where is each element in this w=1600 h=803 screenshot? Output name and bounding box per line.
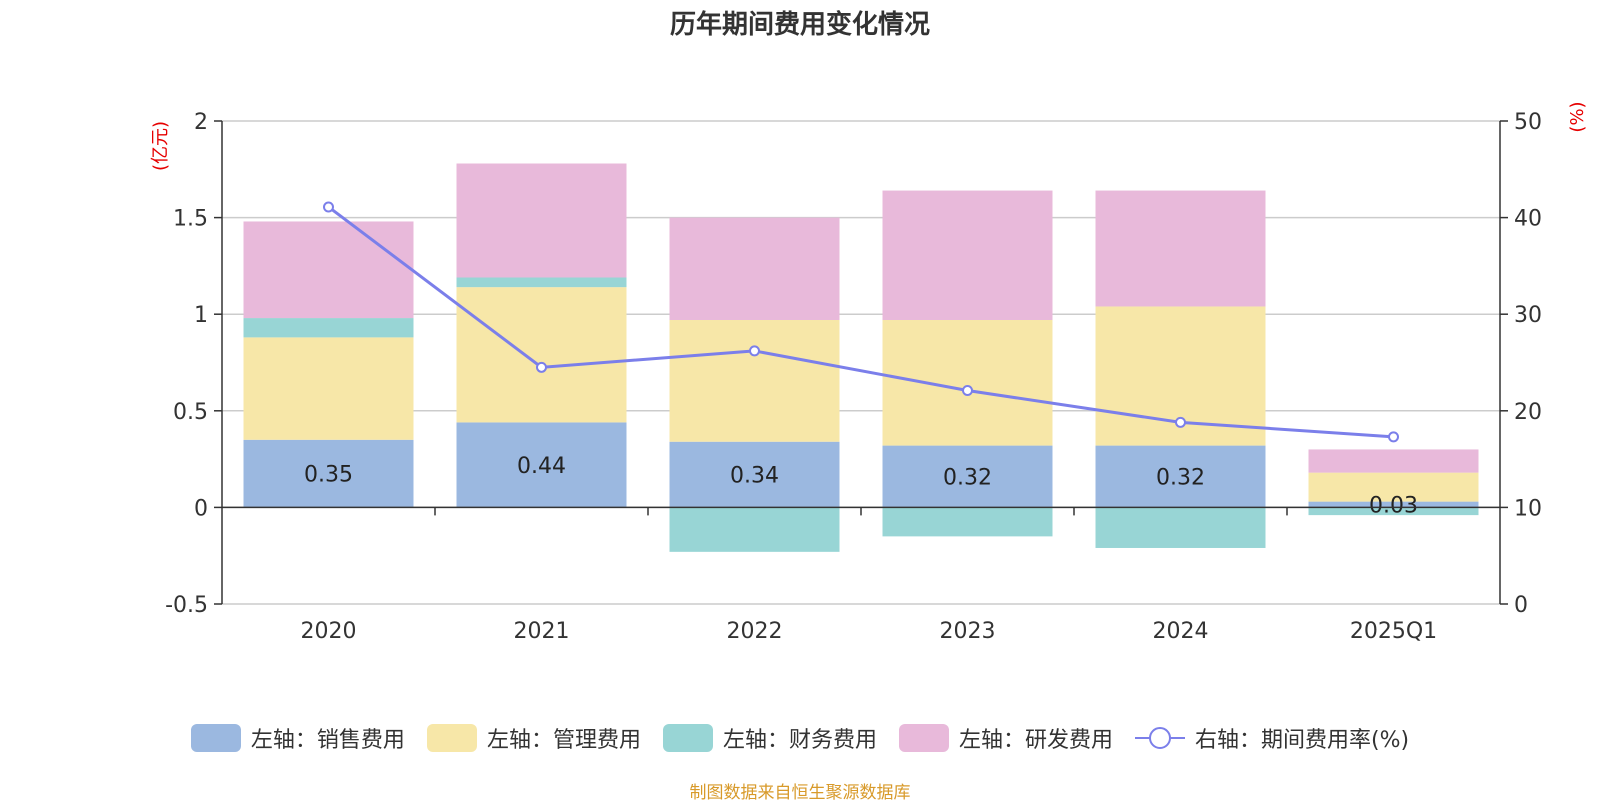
x-axis-tick-label: 2022: [727, 619, 783, 644]
x-axis-tick-label: 2021: [514, 619, 570, 644]
bar-segment: [243, 318, 414, 338]
bar-segment: [456, 163, 627, 278]
bar-segment: [1095, 507, 1266, 548]
bar-segment: [669, 441, 840, 508]
bar-segment: [1308, 449, 1479, 473]
legend-item[interactable]: 右轴：期间费用率(%): [1134, 722, 1410, 754]
legend-item[interactable]: 左轴：研发费用: [898, 722, 1113, 754]
right-axis-tick-label: 20: [1514, 400, 1542, 425]
line-point: [962, 385, 973, 397]
left-axis-tick-label: 0.5: [173, 400, 208, 425]
x-axis-tick-label: 2020: [301, 619, 357, 644]
legend-marker: [1134, 724, 1185, 752]
legend-label: 左轴：管理费用: [486, 728, 641, 753]
bar-segment: [1308, 501, 1479, 508]
bar-segment: [1308, 472, 1479, 502]
left-axis-tick-label: 1: [194, 303, 208, 328]
legend-marker: [426, 724, 477, 752]
legend-marker: [898, 724, 949, 752]
bar-segment: [882, 507, 1053, 537]
bar-segment: [669, 217, 840, 320]
data-label: 0.44: [517, 454, 566, 479]
bar-segment: [1308, 507, 1479, 516]
legend-label: 右轴：期间费用率(%): [1194, 728, 1410, 753]
data-label: 0.34: [730, 464, 779, 489]
left-axis-tick-label: 0: [194, 496, 208, 521]
data-label: 0.35: [304, 463, 353, 488]
line-point: [323, 201, 334, 213]
bar-segment: [669, 319, 840, 442]
x-axis-tick-label: 2025Q1: [1350, 619, 1437, 644]
left-axis-unit-label: (亿元): [150, 121, 171, 171]
bar-segment: [456, 422, 627, 508]
legend-item[interactable]: 左轴：管理费用: [426, 722, 641, 754]
right-axis-tick-label: 30: [1514, 303, 1542, 328]
left-axis-tick-label: 2: [194, 110, 208, 135]
left-axis-tick-label: 1.5: [173, 207, 208, 232]
source-note: 制图数据来自恒生聚源数据库: [689, 783, 911, 803]
legend-marker: [190, 724, 241, 752]
legend-item[interactable]: 左轴：财务费用: [662, 722, 877, 754]
legend-marker: [662, 724, 713, 752]
bar-segment: [243, 221, 414, 319]
bar-segment: [882, 190, 1053, 320]
bar-segment: [243, 439, 414, 508]
line-point: [749, 345, 760, 357]
right-axis-tick-label: 0: [1514, 593, 1528, 618]
chart-legend: 左轴：销售费用 左轴：管理费用 左轴：财务费用 左轴：研发费用 右轴：期间费用率(%): [0, 722, 1600, 754]
right-axis-tick-label: 50: [1514, 110, 1542, 135]
legend-label: 左轴：财务费用: [722, 728, 877, 753]
line-point: [536, 361, 547, 373]
legend-label: 左轴：研发费用: [958, 728, 1113, 753]
bar-segment: [1095, 190, 1266, 307]
series-line: [327, 205, 1394, 439]
legend-label: 左轴：销售费用: [250, 728, 405, 753]
data-label: 0.03: [1369, 494, 1418, 519]
right-axis-tick-label: 10: [1514, 496, 1542, 521]
right-axis-tick-label: 40: [1514, 207, 1542, 232]
bar-segment: [669, 507, 840, 552]
bar-segment: [243, 337, 414, 440]
chart-plot: 0.35 0.44 0.34 0.32 0.32 0.03 2 1.5 1 0.5 0 -0.5 50 4…: [150, 101, 1588, 644]
line-point: [1175, 416, 1186, 428]
bar-segment: [882, 319, 1053, 446]
left-axis-tick-label: -0.5: [165, 593, 208, 618]
x-axis-tick-label: 2023: [940, 619, 996, 644]
data-label: 0.32: [1156, 465, 1205, 490]
legend-item[interactable]: 左轴：销售费用: [190, 722, 405, 754]
bar-segment: [456, 277, 627, 288]
right-axis-unit-label: (%): [1567, 101, 1588, 132]
chart-title: 历年期间费用变化情况: [669, 10, 930, 40]
data-label: 0.32: [943, 465, 992, 490]
line-point: [1388, 431, 1399, 443]
bar-segment: [1095, 445, 1266, 508]
x-axis-tick-label: 2024: [1153, 619, 1209, 644]
bar-segment: [456, 287, 627, 423]
bar-segment: [882, 445, 1053, 508]
